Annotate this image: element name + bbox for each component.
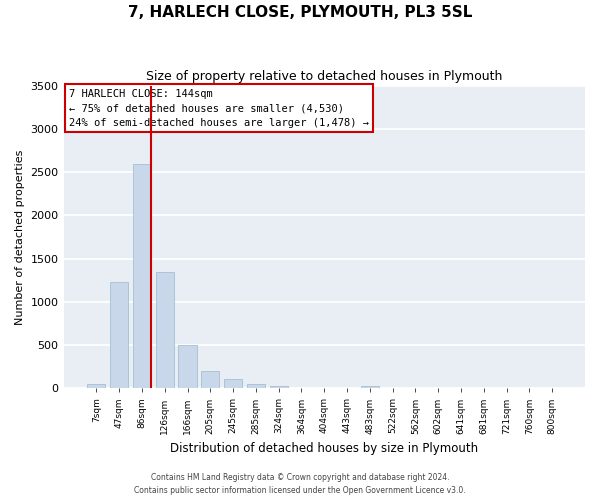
Bar — [178, 345, 197, 389]
Bar — [361, 386, 379, 388]
Text: 7 HARLECH CLOSE: 144sqm
← 75% of detached houses are smaller (4,530)
24% of semi: 7 HARLECH CLOSE: 144sqm ← 75% of detache… — [69, 88, 369, 128]
Bar — [133, 164, 151, 388]
X-axis label: Distribution of detached houses by size in Plymouth: Distribution of detached houses by size … — [170, 442, 478, 455]
Bar — [155, 272, 174, 388]
Bar — [110, 282, 128, 389]
Text: Contains HM Land Registry data © Crown copyright and database right 2024.
Contai: Contains HM Land Registry data © Crown c… — [134, 474, 466, 495]
Bar — [224, 379, 242, 388]
Text: 7, HARLECH CLOSE, PLYMOUTH, PL3 5SL: 7, HARLECH CLOSE, PLYMOUTH, PL3 5SL — [128, 5, 472, 20]
Y-axis label: Number of detached properties: Number of detached properties — [15, 149, 25, 324]
Bar — [269, 386, 288, 388]
Bar — [247, 384, 265, 388]
Bar — [87, 384, 106, 388]
Title: Size of property relative to detached houses in Plymouth: Size of property relative to detached ho… — [146, 70, 502, 83]
Bar — [201, 371, 220, 388]
